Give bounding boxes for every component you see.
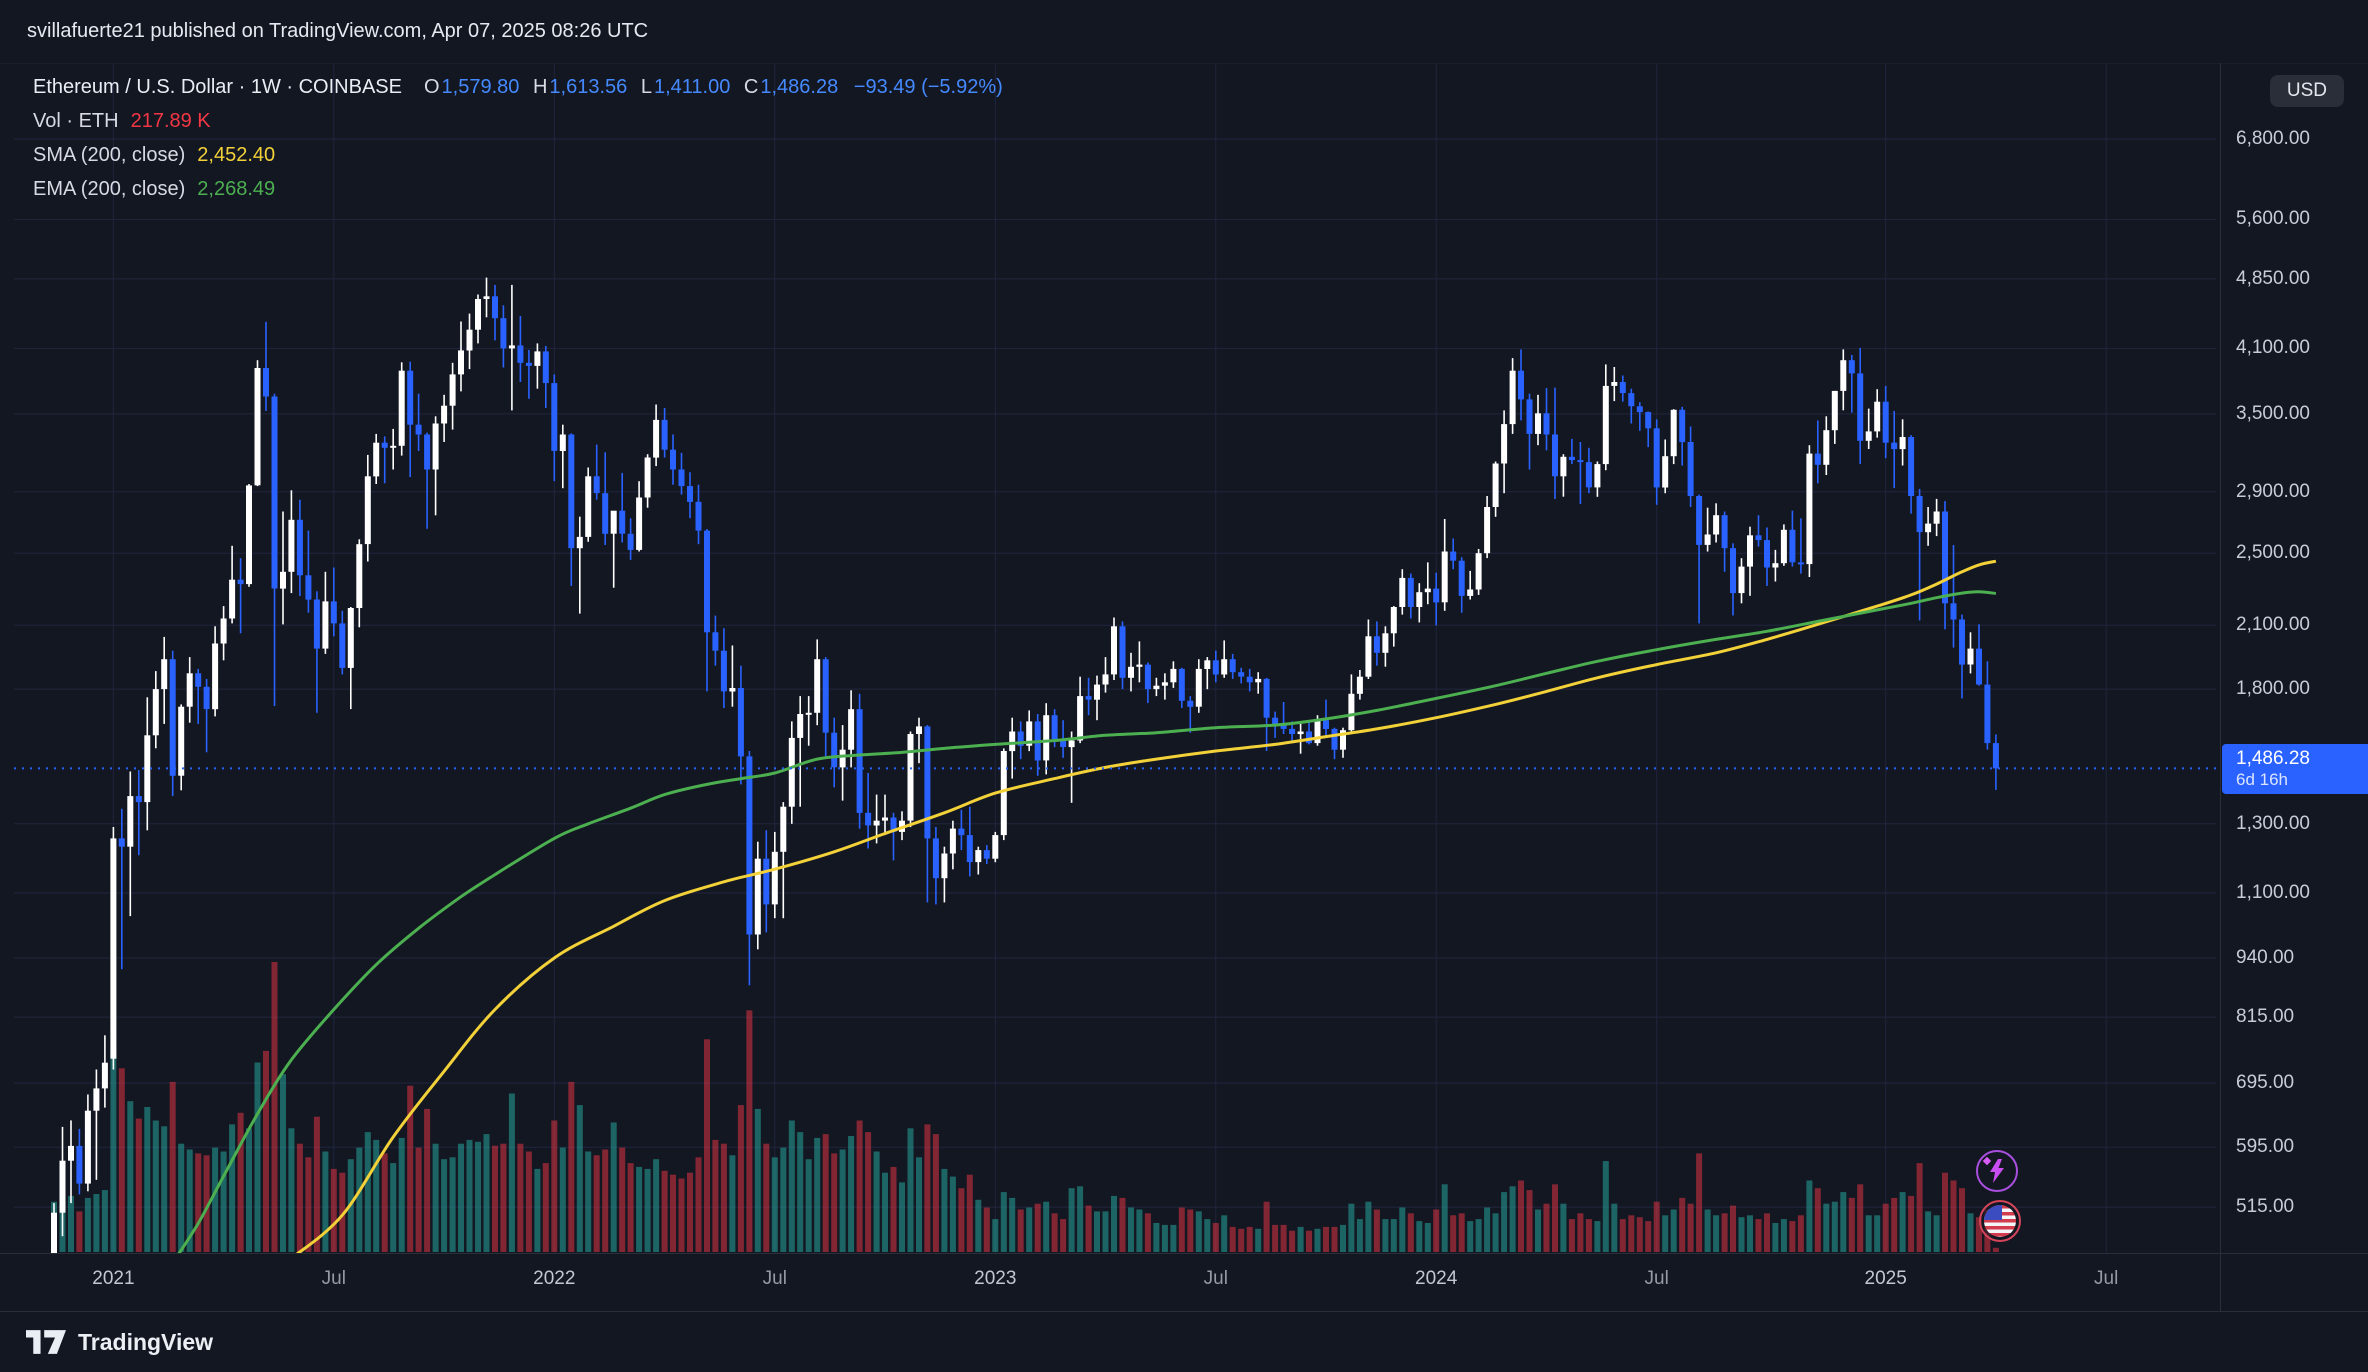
publish-text: svillafuerte21 published on TradingView.… [27, 20, 649, 42]
change-value: −93.49 (−5.92%) [853, 75, 1003, 98]
tradingview-logo-icon[interactable] [26, 1330, 66, 1354]
volume-value: 217.89 K [130, 109, 211, 132]
price-axis[interactable]: USD 6,800.00 5,600.00 4,850.00 4,100.00 3,50… [2220, 63, 2368, 1253]
footer-bar: TradingView [0, 1311, 2368, 1372]
lightning-icon [1990, 1159, 2004, 1183]
price-axis-label: 1,100.00 [2236, 881, 2310, 903]
close-value: 1,486.28 [760, 75, 839, 98]
symbol-row[interactable]: Ethereum / U.S. Dollar · 1W · COINBASE O… [33, 70, 1003, 104]
bar-close-countdown: 6d 16h [2236, 770, 2288, 790]
time-axis-label: Jul [321, 1268, 346, 1289]
time-axis-label: Jul [1644, 1268, 1669, 1289]
high-label: H [532, 75, 548, 98]
time-axis-label: 2023 [974, 1268, 1017, 1289]
time-axis-label: 2025 [1864, 1268, 1907, 1289]
volume-label: Vol · ETH [33, 109, 119, 132]
ohlc-values: O 1,579.80 H 1,613.56 L 1,411.00 C 1,486.28 … [416, 76, 1003, 99]
us-flag-icon [1984, 1205, 2016, 1237]
low-value: 1,411.00 [653, 75, 731, 98]
price-axis-label: 595.00 [2236, 1136, 2295, 1158]
price-axis-label: 695.00 [2236, 1072, 2295, 1093]
ema-indicator-row[interactable]: EMA (200, close) 2,268.49 [33, 172, 1003, 206]
price-axis-separator [2220, 63, 2221, 1311]
symbol-title: Ethereum / U.S. Dollar · 1W · COINBASE [33, 75, 402, 98]
flag-reaction-button[interactable] [1979, 1200, 2021, 1242]
open-value: 1,579.80 [441, 75, 520, 98]
low-label: L [640, 75, 652, 98]
price-axis-label: 4,100.00 [2236, 337, 2310, 359]
ema-label: EMA (200, close) [33, 177, 186, 200]
time-axis-label: Jul [762, 1268, 787, 1289]
sma-label: SMA (200, close) [33, 143, 186, 166]
price-axis-label: 2,900.00 [2236, 480, 2310, 502]
sma-indicator-row[interactable]: SMA (200, close) 2,452.40 [33, 138, 1003, 172]
ema-value: 2,268.49 [197, 177, 276, 200]
price-axis-label: 815.00 [2236, 1006, 2295, 1028]
price-axis-label: 940.00 [2236, 947, 2295, 969]
time-axis-label: 2021 [92, 1268, 135, 1289]
boost-button[interactable] [1976, 1150, 2018, 1192]
price-axis-label: 6,800.00 [2236, 128, 2310, 149]
chart-legend: Ethereum / U.S. Dollar · 1W · COINBASE O… [33, 70, 1003, 206]
time-axis-label: 2024 [1415, 1268, 1458, 1289]
publish-header: svillafuerte21 published on TradingView.… [0, 0, 2368, 64]
price-axis-label: 2,100.00 [2236, 614, 2310, 636]
time-axis-label: Jul [2094, 1268, 2119, 1289]
price-axis-label: 3,500.00 [2236, 402, 2310, 424]
price-axis-label: 4,850.00 [2236, 267, 2310, 289]
current-price-value: 1,486.28 [2236, 748, 2310, 770]
current-price-badge: 1,486.28 6d 16h [2222, 744, 2368, 795]
price-axis-label: 1,800.00 [2236, 678, 2310, 700]
sma-value: 2,452.40 [197, 143, 276, 166]
currency-usd-button[interactable]: USD [2269, 75, 2344, 107]
price-axis-label: 515.00 [2236, 1196, 2295, 1218]
time-axis-label: Jul [1203, 1268, 1228, 1289]
price-axis-label: 1,300.00 [2236, 812, 2310, 834]
close-label: C [743, 75, 759, 98]
open-label: O [423, 75, 440, 98]
time-axis-label: 2022 [533, 1268, 576, 1289]
time-axis-separator [0, 1253, 2368, 1254]
volume-row[interactable]: Vol · ETH 217.89 K [33, 104, 1003, 138]
high-value: 1,613.56 [549, 75, 628, 98]
tradingview-wordmark[interactable]: TradingView [78, 1328, 214, 1355]
price-axis-label: 5,600.00 [2236, 208, 2310, 230]
time-axis[interactable]: 2021 Jul 2022 Jul 2023 Jul 2024 Jul 2025 Jul [0, 1254, 2368, 1311]
price-axis-label: 2,500.00 [2236, 542, 2310, 564]
